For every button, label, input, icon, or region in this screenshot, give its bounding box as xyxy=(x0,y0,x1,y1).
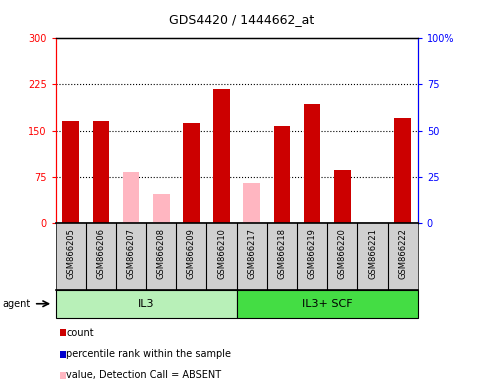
Bar xyxy=(213,89,230,223)
Text: GSM866220: GSM866220 xyxy=(338,228,347,279)
Text: percentile rank within the sample: percentile rank within the sample xyxy=(67,349,231,359)
Bar xyxy=(123,172,139,223)
Bar xyxy=(304,104,320,223)
Bar xyxy=(56,290,237,318)
Text: GSM866221: GSM866221 xyxy=(368,228,377,279)
Text: GSM866219: GSM866219 xyxy=(308,228,317,279)
Text: GSM866207: GSM866207 xyxy=(127,228,136,279)
Text: GSM866209: GSM866209 xyxy=(187,228,196,279)
Text: GSM866218: GSM866218 xyxy=(277,228,286,279)
Bar xyxy=(274,126,290,223)
Text: count: count xyxy=(67,328,94,338)
Bar xyxy=(243,183,260,223)
Text: value, Detection Call = ABSENT: value, Detection Call = ABSENT xyxy=(67,370,222,380)
Text: GDS4420 / 1444662_at: GDS4420 / 1444662_at xyxy=(169,13,314,26)
Bar xyxy=(93,121,109,223)
Text: GSM866205: GSM866205 xyxy=(66,228,75,279)
Bar xyxy=(334,170,351,223)
Text: GSM866208: GSM866208 xyxy=(156,228,166,279)
Text: GSM866206: GSM866206 xyxy=(96,228,105,279)
Text: GSM866217: GSM866217 xyxy=(247,228,256,279)
Text: GSM866222: GSM866222 xyxy=(398,228,407,279)
Text: IL3+ SCF: IL3+ SCF xyxy=(302,299,353,309)
Bar xyxy=(237,290,418,318)
Text: GSM866210: GSM866210 xyxy=(217,228,226,279)
Text: agent: agent xyxy=(2,299,30,309)
Bar xyxy=(62,121,79,223)
Bar xyxy=(183,123,199,223)
Bar xyxy=(153,194,170,223)
Bar xyxy=(395,118,411,223)
Text: IL3: IL3 xyxy=(138,299,155,309)
